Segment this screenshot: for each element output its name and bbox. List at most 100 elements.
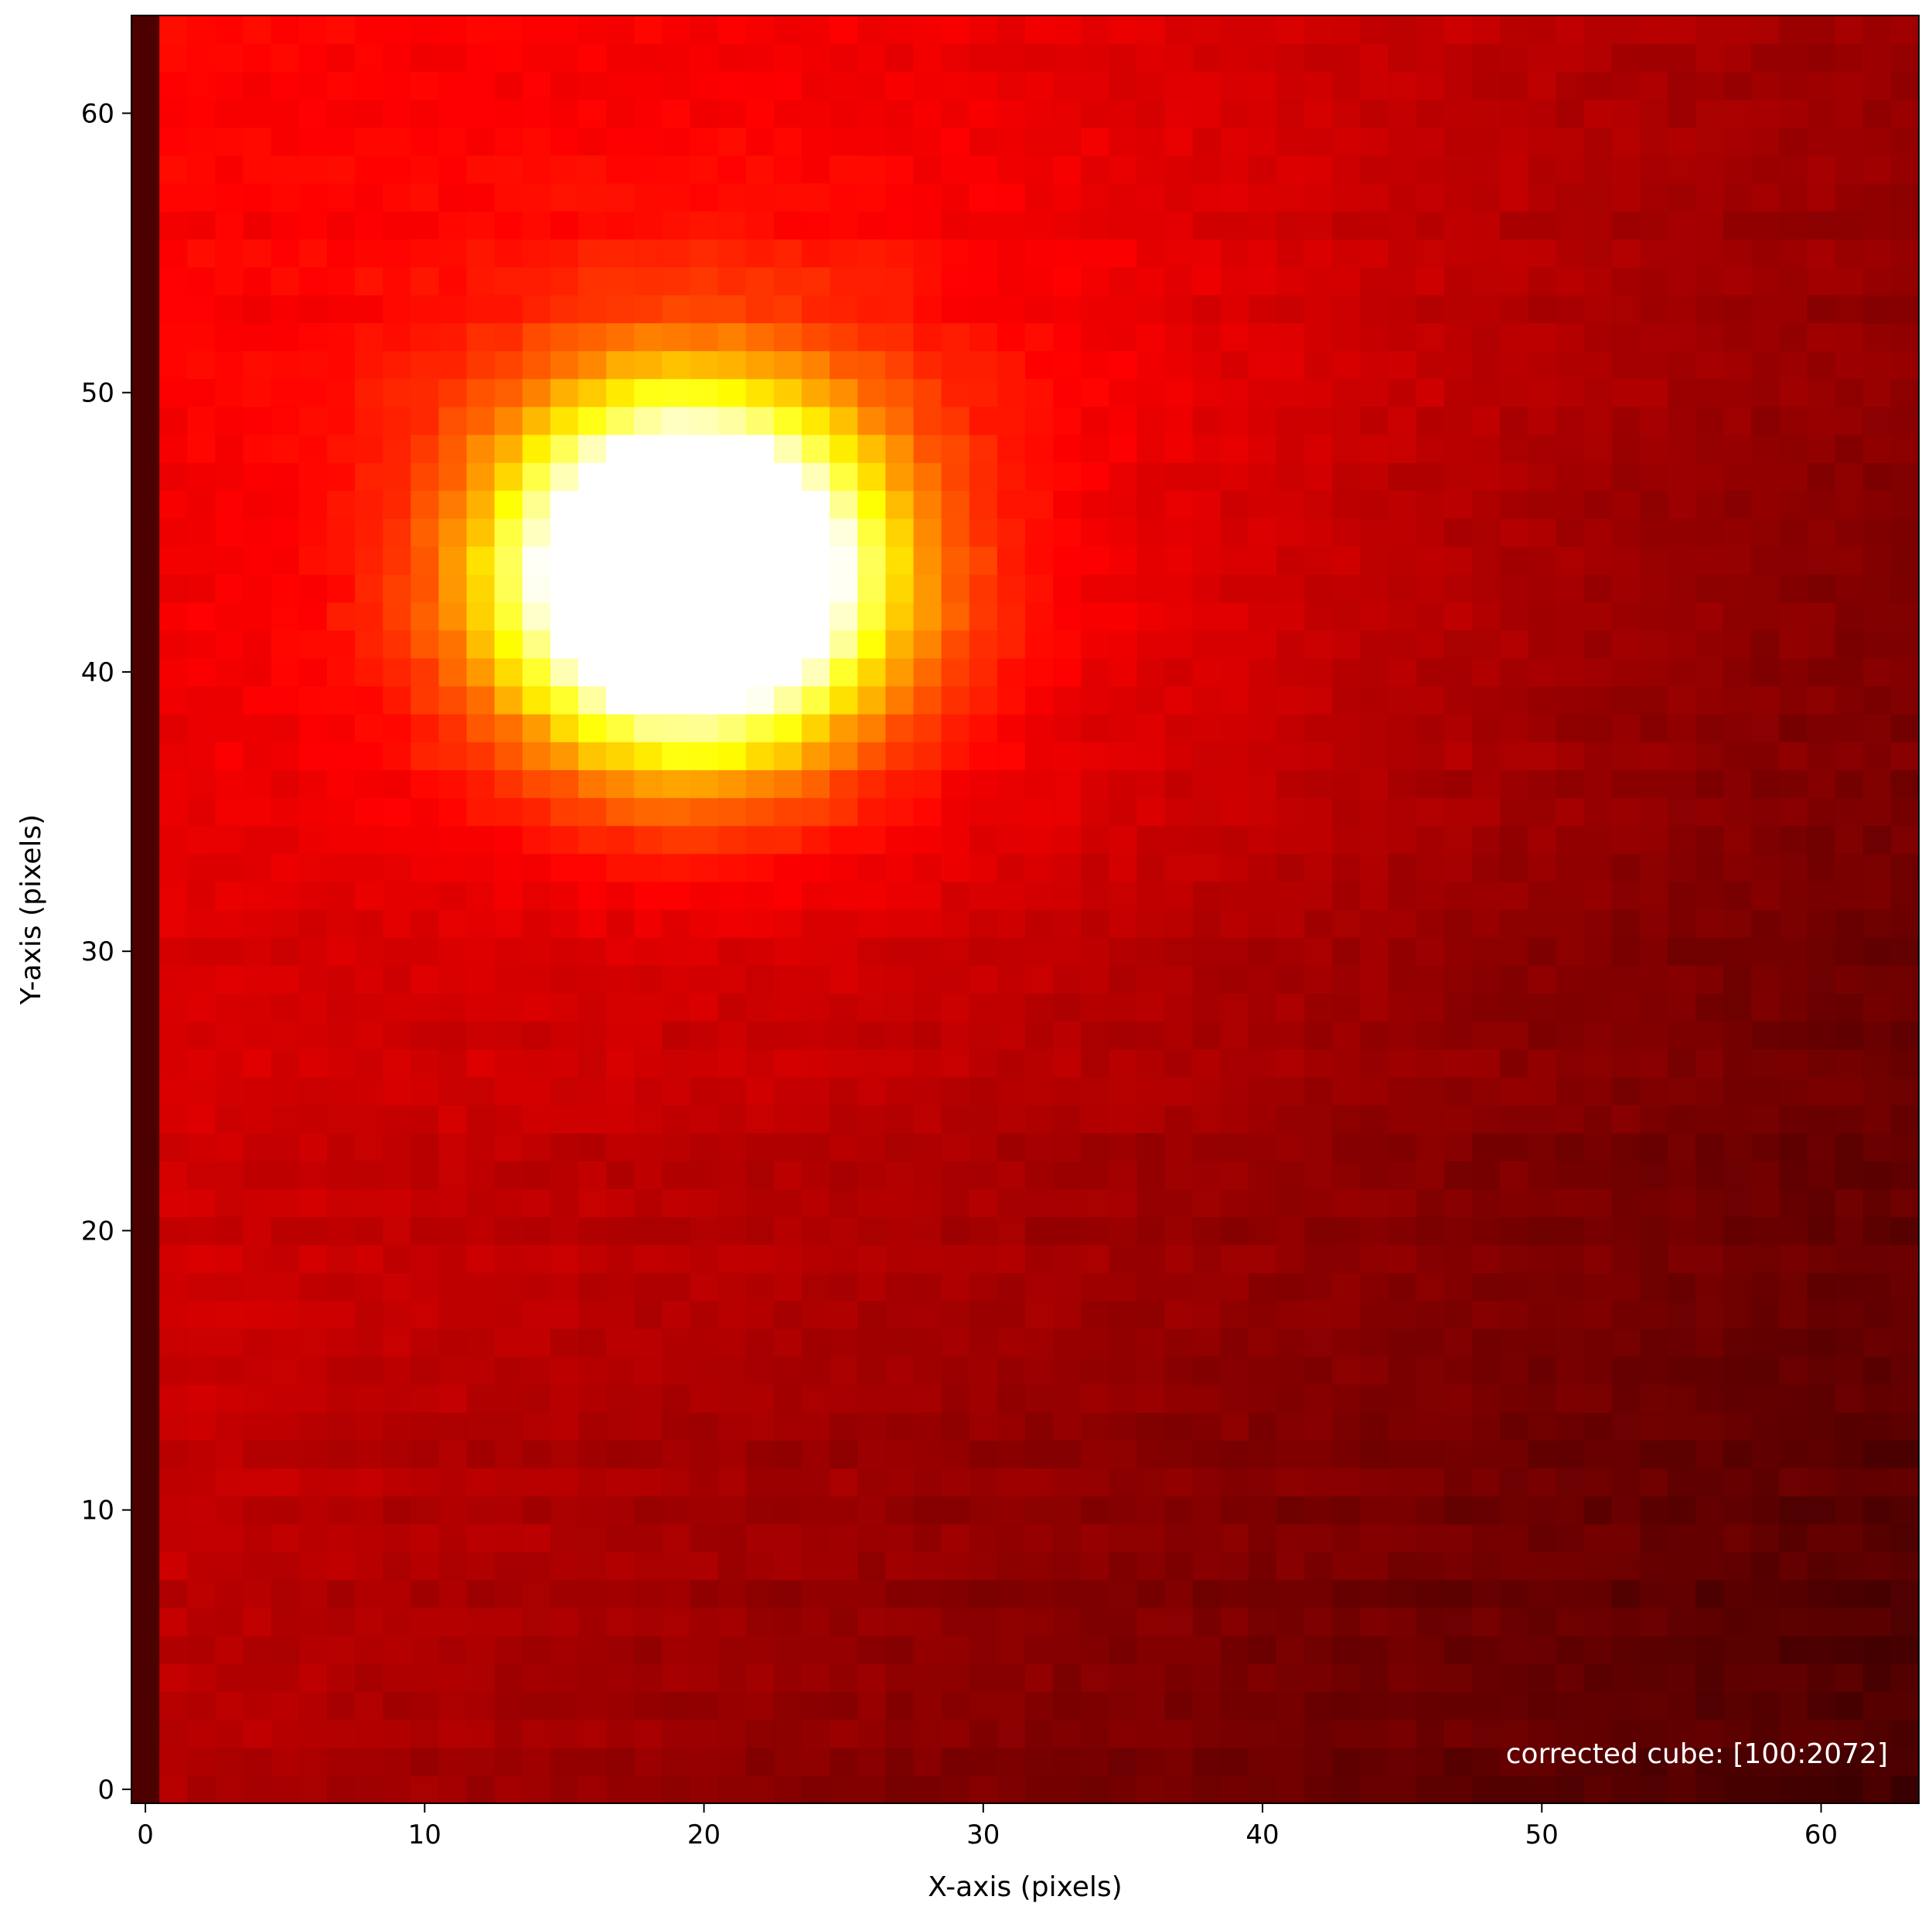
heatmap-cell — [159, 714, 188, 742]
heatmap-cell — [1751, 1328, 1780, 1357]
heatmap-cell — [550, 1663, 579, 1693]
heatmap-cell — [1835, 602, 1864, 631]
heatmap-cell — [1109, 1076, 1138, 1106]
heatmap-cell — [634, 909, 663, 938]
heatmap-cell — [1862, 546, 1892, 575]
heatmap-cell — [1890, 350, 1920, 380]
heatmap-cell — [411, 602, 439, 631]
heatmap-cell — [522, 406, 551, 435]
heatmap-cell — [941, 629, 970, 659]
heatmap-cell — [215, 15, 244, 44]
heatmap-cell — [1667, 1496, 1696, 1525]
heatmap-cell — [578, 1049, 607, 1078]
heatmap-cell — [1025, 993, 1054, 1022]
heatmap-cell — [1583, 742, 1613, 770]
heatmap-cell — [634, 350, 663, 380]
heatmap-cell — [1304, 210, 1333, 240]
heatmap-cell — [1443, 909, 1473, 938]
heatmap-cell — [326, 1076, 356, 1106]
heatmap-cell — [1109, 1244, 1138, 1274]
heatmap-cell — [1276, 43, 1305, 72]
heatmap-cell — [298, 909, 328, 938]
heatmap-cell — [1639, 1384, 1668, 1413]
heatmap-cell — [1779, 1133, 1808, 1161]
heatmap-cell — [1081, 127, 1109, 156]
heatmap-cell — [1555, 1663, 1585, 1693]
heatmap-cell — [1528, 602, 1556, 631]
heatmap-cell — [745, 1412, 775, 1441]
heatmap-cell — [1304, 43, 1333, 72]
heatmap-cell — [494, 239, 523, 268]
heatmap-cell — [494, 1076, 523, 1106]
heatmap-cell — [997, 1663, 1026, 1693]
heatmap-cell — [1835, 15, 1864, 44]
heatmap-cell — [1109, 1412, 1138, 1441]
heatmap-cell — [466, 1719, 496, 1748]
heatmap-cell — [522, 1189, 551, 1217]
heatmap-cell — [1025, 43, 1054, 72]
heatmap-cell — [578, 1412, 607, 1441]
heatmap-cell — [271, 629, 300, 659]
heatmap-cell — [383, 1635, 411, 1664]
heatmap-cell — [1667, 1551, 1696, 1581]
heatmap-cell — [187, 1496, 216, 1525]
heatmap-cell — [830, 350, 858, 380]
heatmap-cell — [243, 769, 272, 799]
heatmap-cell — [1053, 937, 1082, 966]
heatmap-cell — [1611, 462, 1641, 491]
heatmap-cell — [522, 1551, 551, 1581]
heatmap-cell — [857, 993, 886, 1022]
heatmap-cell — [1779, 1216, 1808, 1246]
heatmap-cell — [1583, 797, 1613, 827]
heatmap-cell — [885, 1076, 915, 1106]
heatmap-cell — [830, 1104, 858, 1134]
heatmap-cell — [606, 742, 635, 770]
heatmap-cell — [215, 1523, 244, 1553]
heatmap-cell — [1053, 1551, 1082, 1581]
heatmap-cell — [1443, 881, 1473, 910]
heatmap-cell — [411, 1021, 439, 1050]
heatmap-cell — [1862, 1663, 1892, 1693]
heatmap-cell — [802, 937, 830, 966]
heatmap-cell — [355, 1189, 383, 1217]
heatmap-cell — [355, 574, 383, 603]
heatmap-cell — [1890, 1384, 1920, 1413]
heatmap-cell — [606, 1747, 635, 1776]
heatmap-cell — [1555, 71, 1585, 100]
heatmap-cell — [1890, 406, 1920, 435]
heatmap-cell — [1583, 1719, 1613, 1748]
heatmap-cell — [1304, 322, 1333, 352]
heatmap-cell — [1807, 546, 1836, 575]
heatmap-cell — [1109, 965, 1138, 994]
heatmap-cell — [1555, 518, 1585, 547]
heatmap-cell — [1053, 1440, 1082, 1469]
heatmap-cell — [578, 881, 607, 910]
heatmap-cell — [885, 1104, 915, 1134]
heatmap-cell — [1416, 629, 1445, 659]
heatmap-cell — [634, 406, 663, 435]
heatmap-cell — [773, 1412, 802, 1441]
heatmap-cell — [1443, 1496, 1473, 1525]
heatmap-cell — [1304, 155, 1333, 184]
heatmap-cell — [1695, 1551, 1724, 1581]
heatmap-cell — [773, 518, 802, 547]
heatmap-cell — [383, 993, 411, 1022]
heatmap-cell — [830, 182, 858, 212]
heatmap-cell — [1443, 714, 1473, 742]
heatmap-cell — [1611, 1551, 1641, 1581]
heatmap-cell — [913, 1551, 942, 1581]
heatmap-cell — [1890, 797, 1920, 827]
heatmap-cell — [802, 490, 830, 519]
heatmap-cell — [1779, 1468, 1808, 1497]
heatmap-cell — [215, 267, 244, 295]
heatmap-cell — [1779, 686, 1808, 715]
heatmap-cell — [131, 1775, 160, 1804]
heatmap-cell — [1890, 686, 1920, 715]
heatmap-cell — [1862, 1161, 1892, 1189]
heatmap-cell — [717, 602, 747, 631]
heatmap-cell — [1500, 909, 1528, 938]
heatmap-cell — [1583, 881, 1613, 910]
heatmap-cell — [1164, 1356, 1194, 1385]
heatmap-cell — [494, 518, 523, 547]
heatmap-cell — [802, 1076, 830, 1106]
